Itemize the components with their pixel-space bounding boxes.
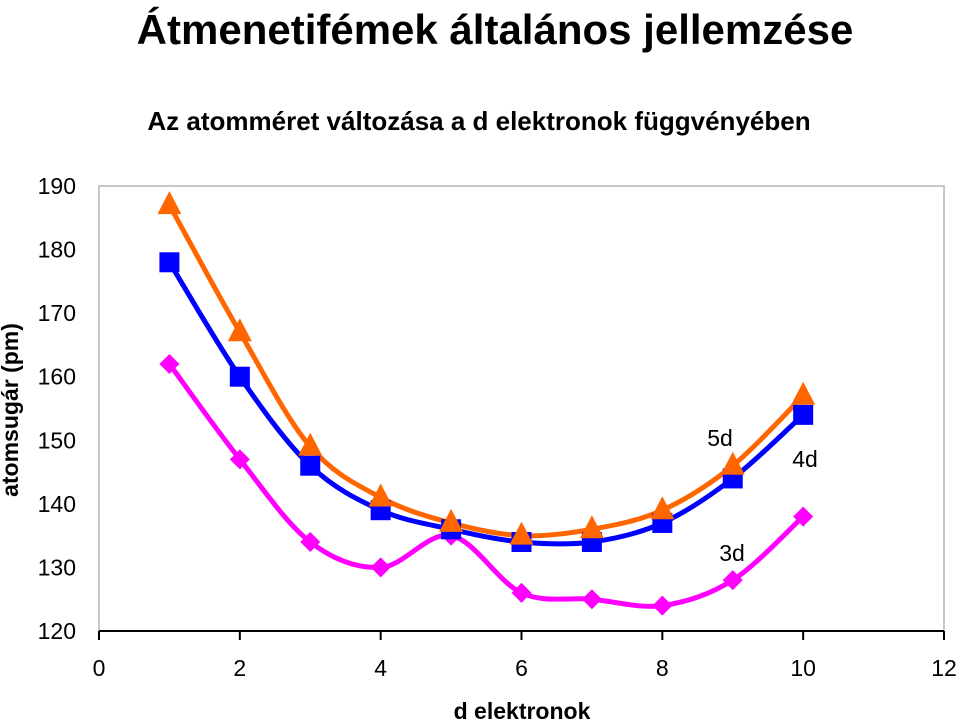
series-line-5d	[166, 202, 806, 539]
data-point-5d	[720, 451, 745, 475]
data-point-5d	[650, 496, 675, 520]
chart-title: Az atomméret változása a d elektronok fü…	[147, 106, 811, 136]
y-tick-label: 160	[38, 364, 76, 390]
data-point-5d	[227, 318, 252, 342]
y-tick-label: 180	[38, 237, 76, 263]
x-axis-title: d elektronok	[454, 698, 591, 722]
x-tick-label: 2	[233, 655, 246, 681]
y-tick-label: 130	[38, 554, 76, 580]
data-point-3d	[652, 595, 673, 616]
data-point-3d	[159, 354, 180, 374]
data-point-5d	[298, 432, 323, 456]
data-point-3d	[581, 589, 602, 610]
chart-axes	[98, 185, 945, 640]
data-point-5d	[157, 191, 182, 215]
series-line-4d	[166, 259, 806, 547]
series-lines	[166, 202, 806, 609]
y-axis-title: atomsugár (pm)	[0, 323, 23, 497]
data-point-4d	[159, 252, 180, 273]
page-title: Átmenetifémek általános jellemzése	[136, 6, 854, 53]
data-point-4d	[229, 366, 250, 387]
data-point-5d	[368, 483, 393, 507]
y-tick-label: 170	[38, 300, 76, 326]
x-tick-label: 10	[790, 655, 816, 681]
series-line-3d	[166, 361, 806, 609]
data-point-3d	[511, 582, 532, 603]
data-point-3d	[370, 557, 391, 578]
data-point-5d	[439, 508, 464, 532]
x-tick-label: 0	[93, 655, 106, 681]
data-point-3d	[300, 532, 321, 552]
data-point-3d	[229, 449, 250, 470]
x-tick-label: 6	[515, 655, 528, 681]
data-point-3d	[722, 570, 743, 591]
chart-labels: 120 130 140 150 160 170 180 190 0 2 4 6 8 10 12 d elekt…	[0, 173, 957, 722]
y-tick-label: 140	[38, 491, 76, 517]
series-label-4d: 4d	[792, 446, 818, 472]
x-tick-label: 12	[931, 655, 957, 681]
data-point-4d	[793, 404, 814, 425]
data-point-5d	[509, 521, 534, 545]
y-tick-label: 150	[38, 427, 76, 453]
data-point-5d	[579, 515, 604, 539]
x-tick-label: 8	[656, 655, 669, 681]
data-point-4d	[300, 455, 321, 476]
y-tick-label: 190	[38, 173, 76, 199]
data-point-5d	[791, 381, 816, 405]
series-label-3d: 3d	[719, 540, 745, 566]
series-markers	[157, 191, 816, 616]
y-tick-label: 120	[38, 618, 76, 644]
x-tick-label: 4	[374, 655, 387, 681]
data-point-3d	[793, 506, 814, 527]
plot-frame	[98, 185, 945, 631]
series-label-5d: 5d	[707, 425, 733, 451]
